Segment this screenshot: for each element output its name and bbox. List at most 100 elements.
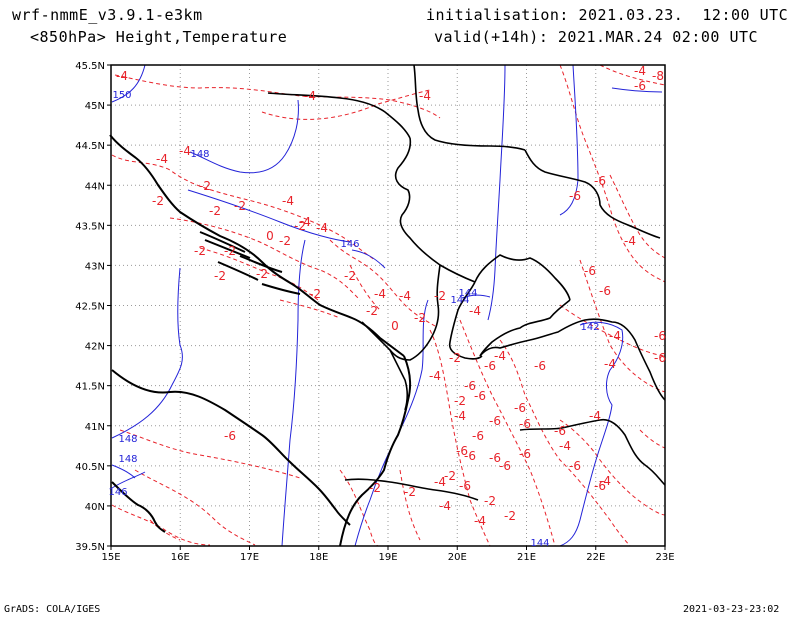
temperature-label: -4 bbox=[374, 287, 386, 301]
temperature-label: -2 bbox=[414, 311, 426, 325]
lat-tick-label: 42.5N bbox=[75, 302, 105, 313]
temperature-label: -6 bbox=[569, 459, 581, 473]
temperature-label: -6 bbox=[534, 359, 546, 373]
temperature-label: -2 bbox=[309, 287, 321, 301]
temperature-label: -6 bbox=[569, 189, 581, 203]
height-label: 144 bbox=[530, 538, 549, 549]
height-label: 148 bbox=[190, 149, 209, 160]
temperature-label: -6 bbox=[554, 424, 566, 438]
temperature-label: -4 bbox=[474, 514, 486, 528]
temperature-label: -4 bbox=[179, 144, 191, 158]
valid-time: valid(+14h): 2021.MAR.24 02:00 UTC bbox=[434, 28, 759, 46]
lat-tick-label: 44.5N bbox=[75, 141, 105, 152]
temperature-label: -6 bbox=[634, 79, 646, 93]
temperature-label: -4 bbox=[434, 475, 446, 489]
temperature-label: -2 bbox=[366, 304, 378, 318]
temperature-label: -6 bbox=[456, 444, 468, 458]
temperature-label: -2 bbox=[434, 289, 446, 303]
lat-tick-label: 40.5N bbox=[75, 462, 105, 473]
lat-tick-label: 43.5N bbox=[75, 221, 105, 232]
temperature-label: -4 bbox=[589, 409, 601, 423]
temperature-label: -2 bbox=[444, 469, 456, 483]
temperature-label: -4 bbox=[316, 221, 328, 235]
height-label: 142 bbox=[580, 322, 599, 333]
temperature-label: -6 bbox=[489, 451, 501, 465]
lon-tick-label: 16E bbox=[171, 552, 190, 563]
temperature-label: -6 bbox=[594, 174, 606, 188]
lat-tick-label: 43N bbox=[85, 261, 105, 272]
initialisation-time: initialisation: 2021.03.23. 12:00 UTC bbox=[426, 6, 789, 24]
temperature-label: -6 bbox=[519, 447, 531, 461]
lat-tick-label: 44N bbox=[85, 181, 105, 192]
temperature-label: -6 bbox=[584, 264, 596, 278]
temperature-label: -6 bbox=[519, 417, 531, 431]
temperature-label: -8 bbox=[652, 69, 664, 83]
lon-tick-label: 19E bbox=[378, 552, 397, 563]
temperature-label: -2 bbox=[404, 485, 416, 499]
lat-tick-label: 41N bbox=[85, 422, 105, 433]
lon-tick-label: 18E bbox=[309, 552, 328, 563]
country-borders bbox=[267, 64, 666, 501]
height-label: 146 bbox=[108, 487, 127, 498]
temperature-label: -2 bbox=[224, 244, 236, 258]
temperature-label: -2 bbox=[234, 199, 246, 213]
temperature-label: -6 bbox=[654, 351, 666, 365]
lon-tick-label: 15E bbox=[101, 552, 120, 563]
temperature-label: -6 bbox=[654, 329, 666, 343]
lat-tick-label: 41.5N bbox=[75, 382, 105, 393]
level-title: <850hPa> Height,Temperature bbox=[30, 28, 288, 46]
temperature-label: -4 bbox=[454, 409, 466, 423]
temperature-label: -2 bbox=[199, 179, 211, 193]
height-label: 144 bbox=[458, 288, 477, 299]
temperature-label: -2 bbox=[504, 509, 516, 523]
height-label: 148 bbox=[118, 434, 137, 445]
temperature-label: -6 bbox=[484, 359, 496, 373]
temperature-label: -2 bbox=[279, 234, 291, 248]
temperature-contours bbox=[111, 64, 666, 547]
lon-tick-label: 17E bbox=[240, 552, 259, 563]
lon-tick-label: 23E bbox=[655, 552, 674, 563]
height-label: 150 bbox=[112, 90, 131, 101]
temperature-label: 0 bbox=[266, 229, 274, 243]
temperature-label: -2 bbox=[214, 269, 226, 283]
temperature-label: -2 bbox=[209, 204, 221, 218]
temperature-label: -6 bbox=[594, 479, 606, 493]
model-title: wrf-nmmE_v3.9.1-e3km bbox=[12, 6, 203, 24]
temperature-label: -4 bbox=[419, 89, 431, 103]
temperature-label: -4 bbox=[282, 194, 294, 208]
temperature-label: -6 bbox=[464, 449, 476, 463]
temperature-label: -2 bbox=[344, 269, 356, 283]
temperature-label: -6 bbox=[499, 459, 511, 473]
lat-tick-label: 45.5N bbox=[75, 61, 105, 72]
temperature-label: -2 bbox=[294, 219, 306, 233]
temperature-contour-labels: -4-4 -4-4-4-2-2-2 -2 -4-4-20-2-2-4-2-2 -2-4-… bbox=[116, 64, 666, 528]
lon-tick-label: 22E bbox=[586, 552, 605, 563]
longitude-labels: 15E 16E 17E 18E 19E 20E 21E 22E 23E bbox=[101, 546, 675, 563]
height-label: 148 bbox=[118, 454, 137, 465]
grads-credit: GrADS: COLA/IGES bbox=[4, 604, 101, 615]
temperature-label: 0 bbox=[391, 319, 399, 333]
lat-tick-label: 45N bbox=[85, 101, 105, 112]
render-timestamp: 2021-03-23-23:02 bbox=[683, 604, 780, 615]
temperature-label: -4 bbox=[559, 439, 571, 453]
temperature-label: -2 bbox=[369, 481, 381, 495]
temperature-label: -4 bbox=[399, 289, 411, 303]
temperature-label: -6 bbox=[472, 429, 484, 443]
latitude-labels: 45.5N 45N 44.5N 44N 43.5N 43N 42.5N 42N 41.5N 41N… bbox=[75, 61, 111, 553]
temperature-label: -4 bbox=[469, 304, 481, 318]
coastline bbox=[109, 134, 412, 547]
temperature-label: -2 bbox=[484, 494, 496, 508]
lat-tick-label: 39.5N bbox=[75, 542, 105, 553]
temperature-label: -4 bbox=[429, 369, 441, 383]
lon-tick-label: 20E bbox=[448, 552, 467, 563]
temperature-label: -4 bbox=[494, 349, 506, 363]
temperature-label: -6 bbox=[459, 479, 471, 493]
height-contours bbox=[111, 64, 663, 547]
temperature-label: -2 bbox=[449, 351, 461, 365]
lon-tick-label: 21E bbox=[517, 552, 536, 563]
temperature-label: -2 bbox=[256, 267, 268, 281]
map-gridlines bbox=[111, 65, 665, 546]
temperature-label: -4 bbox=[439, 499, 451, 513]
